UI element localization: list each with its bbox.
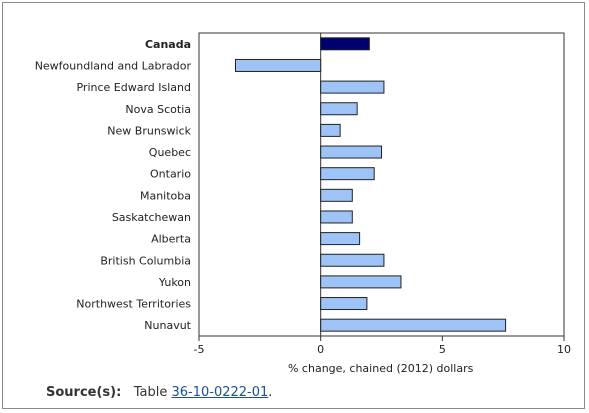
x-axis-title: % change, chained (2012) dollars	[288, 362, 474, 375]
category-label: Newfoundland and Labrador	[35, 59, 192, 72]
category-label: Saskatchewan	[112, 211, 191, 224]
category-label: Ontario	[150, 168, 191, 181]
bar-chart: Canada Newfoundland and Labrador Prince Ed…	[35, 32, 571, 375]
bar	[320, 37, 370, 51]
bar	[320, 188, 353, 202]
source-line: Source(s): Table 36-10-0222-01.	[46, 385, 272, 400]
category-label: Alberta	[151, 233, 191, 246]
plot-area	[198, 32, 565, 337]
bar	[320, 253, 385, 267]
bar	[320, 297, 368, 311]
category-label: Quebec	[149, 146, 191, 159]
bar	[320, 210, 353, 224]
category-label: British Columbia	[100, 254, 191, 267]
x-tick-label: -5	[194, 343, 205, 356]
source-label: Source(s):	[46, 385, 122, 400]
bar	[320, 80, 385, 94]
category-label: Prince Edward Island	[76, 81, 191, 94]
bar	[320, 275, 402, 289]
bar	[320, 167, 375, 181]
category-label: Nova Scotia	[125, 103, 191, 116]
category-label: Yukon	[158, 276, 191, 289]
x-tick-label: 10	[557, 343, 571, 356]
bar	[320, 318, 507, 332]
category-label: Northwest Territories	[76, 298, 191, 311]
category-label: Manitoba	[140, 189, 191, 202]
bar	[320, 145, 382, 159]
chart-frame: Canada Newfoundland and Labrador Prince Ed…	[2, 2, 585, 409]
bar	[320, 123, 341, 137]
bar	[235, 58, 322, 72]
source-trailing: .	[268, 385, 273, 400]
source-table-link[interactable]: 36-10-0222-01	[171, 385, 269, 400]
category-label: New Brunswick	[107, 124, 191, 137]
bar	[320, 232, 361, 246]
x-tick-label: 0	[317, 343, 324, 356]
bar	[320, 102, 358, 116]
x-tick-label: 5	[439, 343, 446, 356]
category-label: Nunavut	[144, 319, 191, 332]
source-text: Table	[133, 385, 168, 400]
category-label: Canada	[145, 38, 191, 51]
